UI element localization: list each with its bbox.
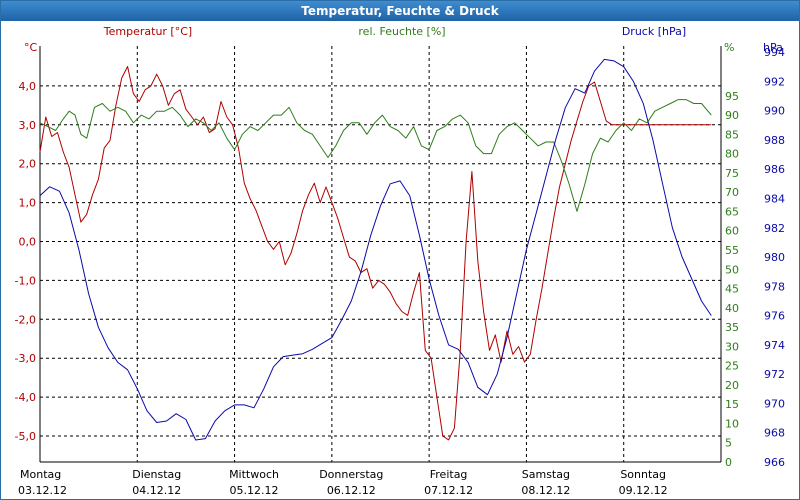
y-tick-right: 80 (725, 148, 739, 161)
y-tick-right: 10 (725, 417, 739, 430)
x-tick-date: 06.12.12 (327, 484, 376, 497)
y-tick-right: 90 (725, 109, 739, 122)
y-tick-pressure: 972 (764, 368, 785, 381)
y-tick-left: 1,0 (19, 197, 37, 210)
y-tick-left: -3,0 (15, 352, 36, 365)
series-line-temperature (39, 66, 712, 441)
y-tick-right: 85 (725, 128, 739, 141)
y-tick-left: -4,0 (15, 391, 36, 404)
y-tick-right: 60 (725, 225, 739, 238)
y-tick-right: 25 (725, 360, 739, 373)
y-tick-right: 0 (725, 456, 732, 469)
y-tick-pressure: 976 (764, 310, 785, 323)
series-line-humidity (39, 99, 712, 212)
y-tick-right: 95 (725, 90, 739, 103)
y-tick-pressure: 986 (764, 163, 785, 176)
x-tick-day: Mittwoch (229, 468, 279, 481)
legend-humidity: rel. Feuchte [%] (358, 25, 445, 38)
y-tick-pressure: 980 (764, 251, 785, 264)
series-line-pressure (39, 58, 712, 441)
x-tick-date: 05.12.12 (230, 484, 279, 497)
y-tick-right: 5 (725, 437, 732, 450)
y-tick-pressure: 978 (764, 280, 785, 293)
y-tick-left: 0,0 (19, 236, 37, 249)
y-tick-pressure: 992 (764, 75, 785, 88)
axes (39, 46, 722, 463)
y-tick-right: 75 (725, 167, 739, 180)
y-tick-right: 50 (725, 263, 739, 276)
x-tick-day: Donnerstag (319, 468, 383, 481)
y-tick-pressure: 990 (764, 105, 785, 118)
x-tick-date: 07.12.12 (424, 484, 473, 497)
x-tick-day: Dienstag (132, 468, 181, 481)
y-tick-right: 20 (725, 379, 739, 392)
y-tick-pressure: 988 (764, 134, 785, 147)
y-tick-left: -5,0 (15, 430, 36, 443)
x-tick-date: 08.12.12 (521, 484, 570, 497)
y-tick-left: 2,0 (19, 158, 37, 171)
y-tick-right: 30 (725, 340, 739, 353)
y-tick-right: 15 (725, 398, 739, 411)
y-tick-right: 35 (725, 321, 739, 334)
series-lines (39, 58, 712, 441)
legend-temperature: Temperatur [°C] (103, 25, 192, 38)
y-tick-right: 70 (725, 186, 739, 199)
y-tick-right: 40 (725, 302, 739, 315)
y-tick-right: 55 (725, 244, 739, 257)
unit-pressure: hPa (763, 41, 783, 54)
y-tick-pressure: 994 (764, 46, 785, 59)
y-tick-pressure: 968 (764, 427, 785, 440)
x-tick-date: 03.12.12 (18, 484, 67, 497)
x-tick-day: Freitag (430, 468, 468, 481)
y-tick-pressure: 970 (764, 397, 785, 410)
x-tick-day: Montag (20, 468, 61, 481)
x-tick-day: Sonntag (620, 468, 666, 481)
y-tick-left: -1,0 (15, 274, 36, 287)
y-tick-right: 65 (725, 205, 739, 218)
window-title: Temperatur, Feuchte & Druck (1, 1, 799, 21)
unit-temperature: °C (24, 41, 38, 54)
x-tick-date: 04.12.12 (132, 484, 181, 497)
y-tick-right: 45 (725, 283, 739, 296)
y-tick-left: 4,0 (19, 80, 37, 93)
legend-pressure: Druck [hPa] (622, 25, 686, 38)
x-tick-day: Samstag (522, 468, 570, 481)
y-tick-pressure: 982 (764, 222, 785, 235)
y-tick-pressure: 966 (764, 456, 785, 469)
y-tick-left: -2,0 (15, 313, 36, 326)
y-tick-pressure: 974 (764, 339, 785, 352)
y-tick-left: 3,0 (19, 119, 37, 132)
unit-humidity: % (724, 41, 734, 54)
x-tick-date: 09.12.12 (619, 484, 668, 497)
axis-labels: Temperatur [°C] rel. Feuchte [%] Druck [hP… (15, 25, 785, 497)
y-tick-pressure: 984 (764, 192, 785, 205)
